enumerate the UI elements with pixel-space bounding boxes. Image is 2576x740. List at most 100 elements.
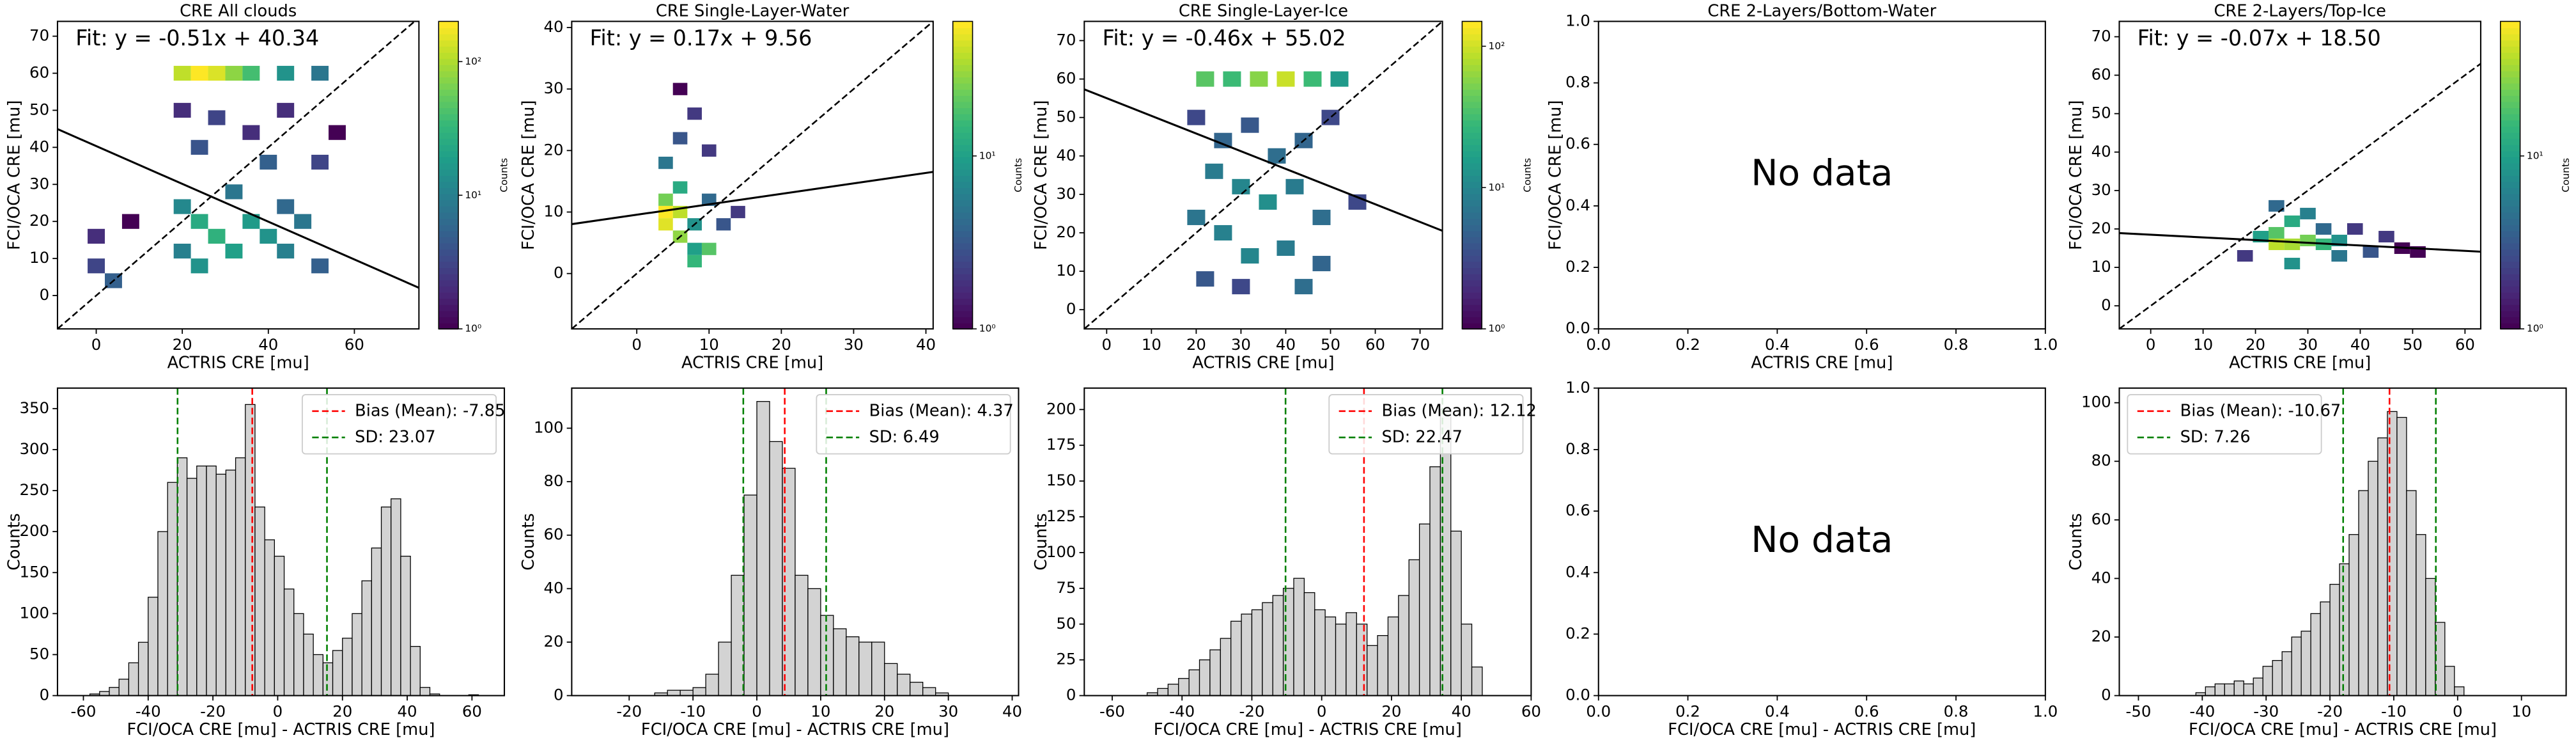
colorbar-segment [952, 224, 973, 232]
y-tick-label: 100 [534, 418, 564, 436]
heatmap-cell [1330, 71, 1349, 87]
legend-label: SD: 7.26 [2180, 427, 2251, 446]
y-tick-label: 0.0 [1565, 686, 1590, 704]
colorbar-segment [1462, 64, 1482, 72]
colorbar-segment [438, 21, 459, 29]
histogram-bar [1178, 678, 1190, 696]
heatmap-cell [687, 107, 702, 120]
heatmap-cell [88, 258, 105, 274]
colorbar-segment [2500, 70, 2520, 77]
colorbar-segment [2500, 236, 2520, 244]
colorbar-segment [952, 144, 973, 152]
colorbar-segment [438, 70, 459, 77]
axes-frame [571, 387, 1020, 697]
colorbar-segment [1462, 45, 1482, 53]
colorbar-segment [438, 40, 459, 47]
colorbar-segment [2500, 169, 2520, 176]
colorbar-segment [952, 249, 973, 256]
x-tick-label: -10 [680, 702, 706, 720]
colorbar-segment [438, 267, 459, 274]
colorbar-segment [952, 181, 973, 189]
fit-line [2119, 232, 2481, 253]
heatmap-cell [2284, 258, 2301, 270]
plot-area [2119, 63, 2481, 329]
histogram-bar [361, 580, 372, 696]
colorbar-segment [1462, 267, 1482, 274]
heatmap-cell [225, 65, 243, 81]
histogram-bar [858, 642, 873, 696]
heatmap-cell [1232, 178, 1250, 194]
x-tick-label: 20 [1186, 335, 1206, 354]
colorbar-segment [952, 45, 973, 53]
colorbar-segment [1462, 95, 1482, 102]
histogram-bar [225, 469, 237, 696]
y-tick-label: 80 [544, 471, 564, 490]
histogram-bar [2262, 666, 2273, 696]
plot-area [571, 21, 933, 329]
colorbar-segment [438, 162, 459, 170]
y-tick-label: 0 [1066, 299, 1076, 318]
plot-area [89, 388, 479, 696]
colorbar-segment [438, 120, 459, 127]
colorbar-segment [2500, 310, 2520, 318]
colorbar-label: Counts [1013, 158, 1024, 193]
heatmap-cell [2347, 223, 2363, 235]
heatmap-cell [1241, 248, 1259, 264]
heatmap-cell [1214, 224, 1232, 240]
histogram-bar [1167, 684, 1179, 696]
colorbar-segment [2500, 267, 2520, 274]
y-tick-label: 0.2 [1565, 624, 1590, 642]
histogram-bar [215, 473, 227, 696]
histogram-bar [2444, 666, 2455, 696]
x-tick-label: -10 [2381, 702, 2407, 720]
x-tick-label: 0.2 [1675, 335, 1700, 354]
colorbar-tick-label: 10² [465, 56, 481, 67]
colorbar-segment [438, 187, 459, 194]
heatmap-cell [294, 214, 312, 229]
colorbar-segment [1462, 162, 1482, 170]
colorbar-segment [952, 162, 973, 170]
colorbar-segment [952, 95, 973, 102]
colorbar-tick-label: 10¹ [465, 189, 481, 201]
y-axis-label: FCI/OCA CRE [mu] [5, 100, 24, 250]
plot-area [1084, 21, 1443, 329]
histogram-bar [705, 673, 719, 696]
histogram-bar [2224, 683, 2235, 696]
colorbar-segment [438, 76, 459, 84]
colorbar-segment [438, 52, 459, 59]
colorbar-tick-label: 10² [1489, 40, 1505, 52]
colorbar-segment [2500, 52, 2520, 59]
x-tick-label: 30 [1231, 335, 1251, 354]
y-tick-label: 100 [20, 603, 50, 622]
heatmap-cell [1187, 209, 1206, 225]
x-tick-label: 50 [2403, 335, 2423, 354]
colorbar-segment [438, 175, 459, 182]
plot-area [2195, 388, 2465, 696]
y-tick-label: 0 [40, 686, 50, 704]
colorbar-segment [1462, 298, 1482, 305]
colorbar-tick-label: 10⁰ [2527, 323, 2543, 335]
y-tick-label: 0 [554, 264, 564, 282]
fit-label: Fit: y = 0.17x + 9.56 [590, 26, 812, 51]
histogram-bar [303, 633, 314, 696]
histogram-bar [400, 555, 411, 696]
colorbar-segment [1462, 285, 1482, 293]
histogram-bar [283, 588, 295, 696]
heatmap-cell [1196, 71, 1214, 87]
colorbar-segment [952, 40, 973, 47]
histogram-bar [196, 465, 207, 696]
y-tick-label: 0.8 [1565, 439, 1590, 458]
colorbar-segment [2500, 101, 2520, 109]
histogram-bar [342, 638, 353, 696]
x-tick-label: 10 [2511, 702, 2531, 720]
y-tick-label: 70 [2091, 26, 2111, 45]
heatmap-cell [1250, 71, 1268, 87]
colorbar-segment [1462, 230, 1482, 238]
colorbar-segment [438, 322, 459, 330]
histogram-bar [2435, 622, 2446, 696]
heatmap-cell [658, 193, 673, 206]
colorbar-segment [1462, 242, 1482, 250]
histogram-bar [176, 457, 188, 696]
x-tick-label: 0 [752, 702, 762, 720]
y-tick-label: 60 [544, 525, 564, 544]
